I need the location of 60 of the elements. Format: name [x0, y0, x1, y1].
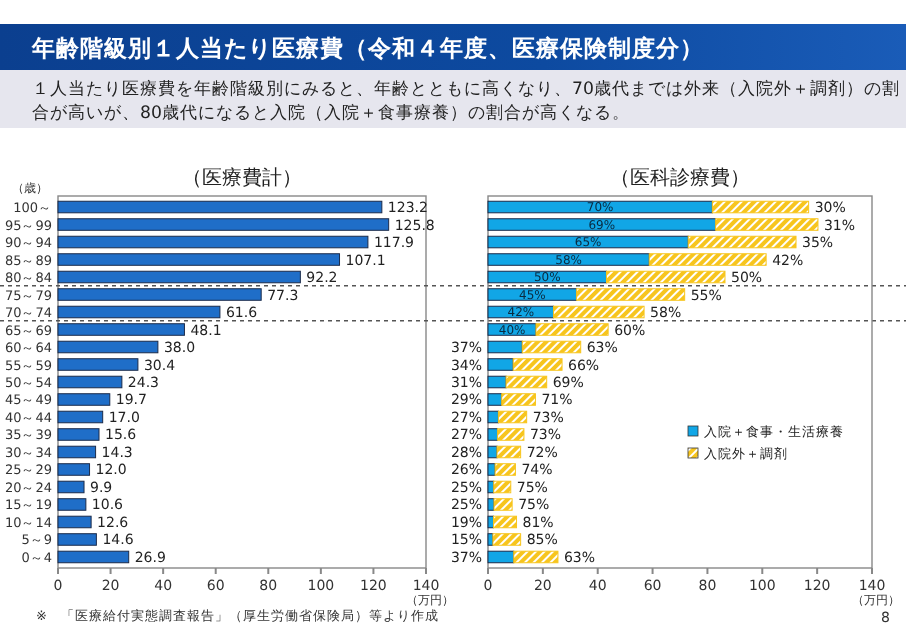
- bar: [487, 515, 494, 529]
- bar: [487, 340, 523, 354]
- bar: [57, 200, 383, 214]
- bar: [57, 463, 91, 476]
- bar: [57, 235, 369, 249]
- bar: [487, 375, 507, 389]
- bar: [57, 445, 97, 459]
- bar: [521, 340, 582, 354]
- bar: [487, 393, 503, 406]
- text: 年齢階級別１人当たり医療費（令和４年度、医療保険制度分）: [30, 34, 704, 62]
- bar: [505, 375, 548, 389]
- bar: [493, 480, 512, 494]
- bar: [497, 428, 525, 441]
- bar: [492, 515, 518, 529]
- bar: [493, 498, 513, 511]
- bar: [57, 270, 301, 284]
- bar: [715, 218, 819, 231]
- bar: [57, 375, 123, 389]
- bar: [57, 393, 111, 406]
- bar: [57, 550, 130, 564]
- bar: [57, 480, 85, 494]
- bar: [57, 253, 341, 266]
- bar: [687, 235, 797, 249]
- bar: [57, 533, 97, 546]
- bar: [497, 410, 528, 424]
- bar: [487, 498, 495, 511]
- bar: [487, 218, 717, 231]
- bar: [57, 410, 104, 424]
- bar: [501, 393, 536, 406]
- bar: [57, 340, 159, 354]
- bar: [57, 515, 92, 529]
- bar: [535, 323, 609, 336]
- bar: [494, 463, 516, 476]
- bar: [605, 270, 726, 284]
- bar: [487, 550, 515, 564]
- bar: [57, 323, 185, 336]
- chart-title: （医科診療費）: [610, 166, 750, 190]
- bar: [513, 550, 559, 564]
- bar: [492, 533, 522, 546]
- bar: [487, 253, 650, 266]
- bar: [487, 288, 578, 301]
- bar: [487, 428, 499, 441]
- bar: [57, 288, 262, 301]
- bar: [711, 200, 810, 214]
- bar: [57, 305, 221, 319]
- bar: [487, 358, 514, 371]
- bar: [57, 498, 87, 511]
- bar: [57, 428, 100, 441]
- bar: [512, 358, 563, 371]
- bar: [487, 200, 713, 214]
- bar: [487, 463, 496, 476]
- bar: [496, 445, 522, 459]
- bar: [57, 358, 139, 371]
- bar: [553, 305, 645, 319]
- bar: [487, 410, 499, 424]
- bar: [57, 218, 390, 231]
- text: １人当たり医療費を年齢階級別にみると、年齢とともに高くなり、70歳代までは外来（入院外＋調剤）の割合が高いが、80歳代になると入院（入院＋食事療養）の割合が高くなる。: [32, 78, 900, 124]
- bar: [576, 288, 686, 301]
- chart-title: （医療費計）: [182, 166, 302, 190]
- bar: [648, 253, 767, 266]
